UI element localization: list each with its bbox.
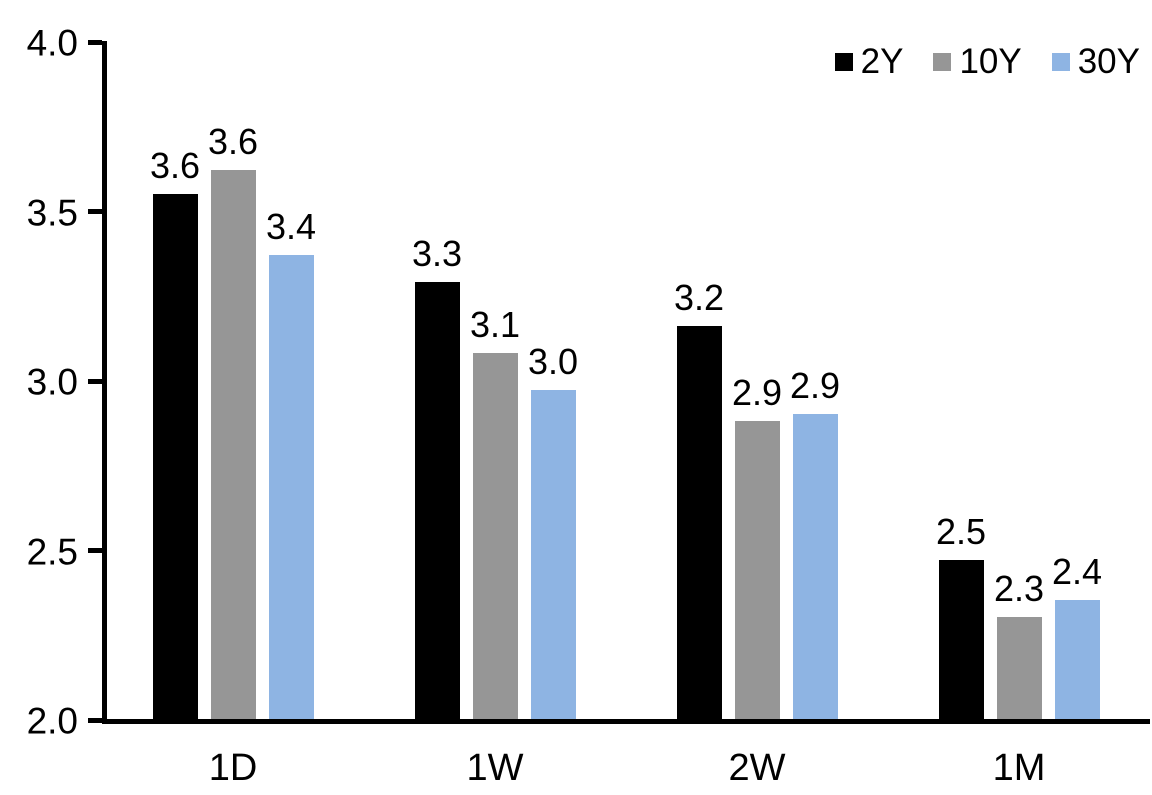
y-axis-line — [102, 41, 107, 724]
bar-value-label: 3.6 — [149, 144, 201, 186]
bar-2Y-2W — [676, 325, 722, 719]
legend-label: 10Y — [959, 42, 1022, 81]
bar-10Y-1M — [996, 617, 1042, 719]
x-category-label: 2W — [728, 747, 786, 789]
bar-value-label: 2.4 — [1051, 551, 1103, 593]
bar-2Y-1M — [938, 559, 984, 719]
bar-30Y-1D — [268, 254, 314, 719]
bar-value-label: 3.0 — [527, 341, 579, 383]
bar-10Y-2W — [734, 420, 780, 719]
x-category-label: 1M — [992, 747, 1046, 789]
y-tick-mark — [88, 717, 102, 723]
bar-10Y-1W — [472, 352, 518, 719]
legend-item-2Y: 2Y — [834, 42, 904, 81]
bar-value-label: 2.5 — [935, 510, 987, 552]
bar-value-label: 2.9 — [731, 371, 783, 413]
bar-value-label: 3.3 — [411, 232, 463, 274]
bar-value-label: 2.3 — [993, 568, 1045, 610]
legend-item-10Y: 10Y — [933, 42, 1022, 81]
legend-label: 2Y — [860, 42, 904, 81]
y-tick-label: 2.5 — [26, 531, 78, 572]
bar-value-label: 3.4 — [265, 205, 317, 247]
y-tick-mark — [88, 548, 102, 553]
chart-legend: 2Y 10Y 30Y — [834, 42, 1140, 81]
bar-30Y-1M — [1054, 600, 1100, 719]
legend-swatch-icon — [933, 52, 952, 71]
y-tick-label: 3.5 — [26, 192, 78, 233]
bar-value-label: 3.6 — [207, 120, 259, 162]
y-tick-label: 2.0 — [26, 700, 78, 742]
x-axis-line — [102, 719, 1150, 724]
x-category-label: 1D — [208, 747, 258, 789]
bar-10Y-1D — [210, 169, 256, 719]
bar-30Y-1W — [530, 390, 576, 719]
legend-label: 30Y — [1077, 42, 1140, 81]
x-category-label: 1W — [466, 747, 524, 789]
y-tick-label: 3.0 — [26, 361, 78, 403]
y-tick-label: 4.0 — [26, 22, 78, 64]
bar-2Y-1W — [414, 281, 460, 719]
y-tick-mark — [88, 378, 102, 384]
bar-value-label: 3.2 — [673, 276, 725, 318]
y-tick-mark — [88, 209, 102, 214]
bar-2Y-1D — [152, 193, 198, 719]
legend-swatch-icon — [1051, 52, 1070, 71]
bar-value-label: 3.1 — [469, 303, 521, 345]
legend-item-30Y: 30Y — [1051, 42, 1140, 81]
bar-value-label: 2.9 — [789, 364, 841, 406]
y-tick-mark — [88, 39, 102, 45]
bar-30Y-2W — [792, 413, 838, 719]
legend-swatch-icon — [834, 52, 853, 71]
